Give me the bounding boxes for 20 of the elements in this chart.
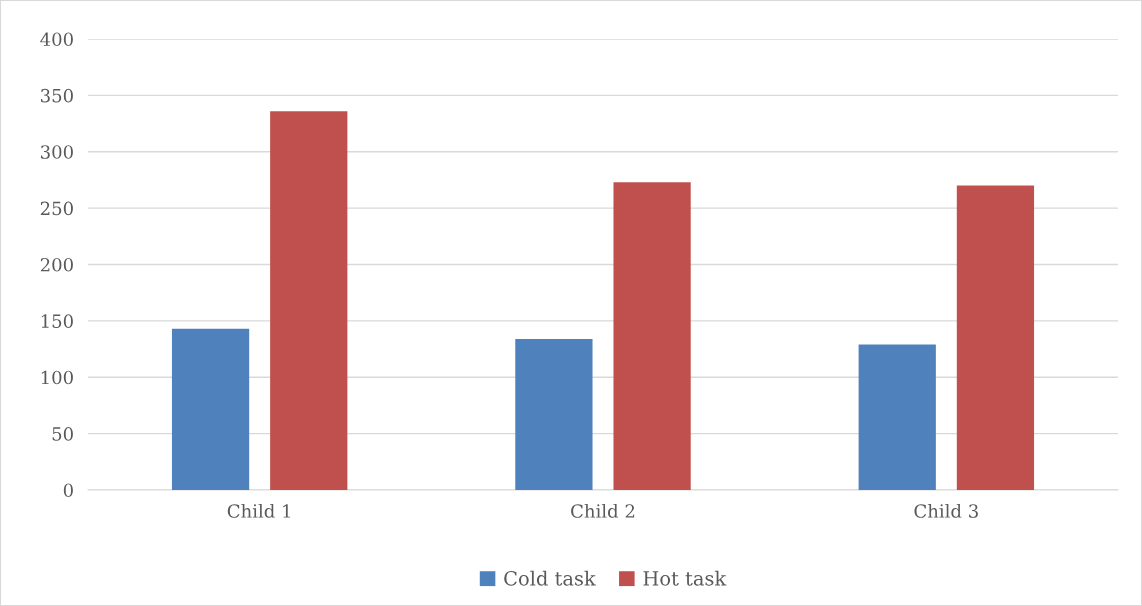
y-tick-label: 0 [63, 483, 73, 498]
bar [858, 344, 936, 490]
bar [956, 185, 1035, 490]
bar [171, 328, 250, 490]
y-tick-label: 200 [40, 257, 73, 272]
legend-label: Cold task [504, 570, 596, 586]
y-tick-label: 300 [41, 145, 73, 159]
legend-label: Hot task [643, 570, 727, 586]
x-tick-label: Child 3 [914, 503, 978, 518]
y-tick-label: 250 [40, 201, 73, 216]
x-tick-label: Child 2 [571, 503, 635, 518]
y-tick-label: 100 [41, 370, 73, 385]
y-tick-label: 350 [41, 88, 73, 103]
y-tick-label: 50 [52, 427, 73, 441]
bar [270, 111, 348, 490]
x-tick-label: Child 1 [227, 503, 290, 518]
y-tick-label: 150 [41, 314, 73, 328]
bar [515, 338, 593, 490]
y-tick-label: 400 [40, 32, 73, 47]
bar [613, 182, 691, 490]
